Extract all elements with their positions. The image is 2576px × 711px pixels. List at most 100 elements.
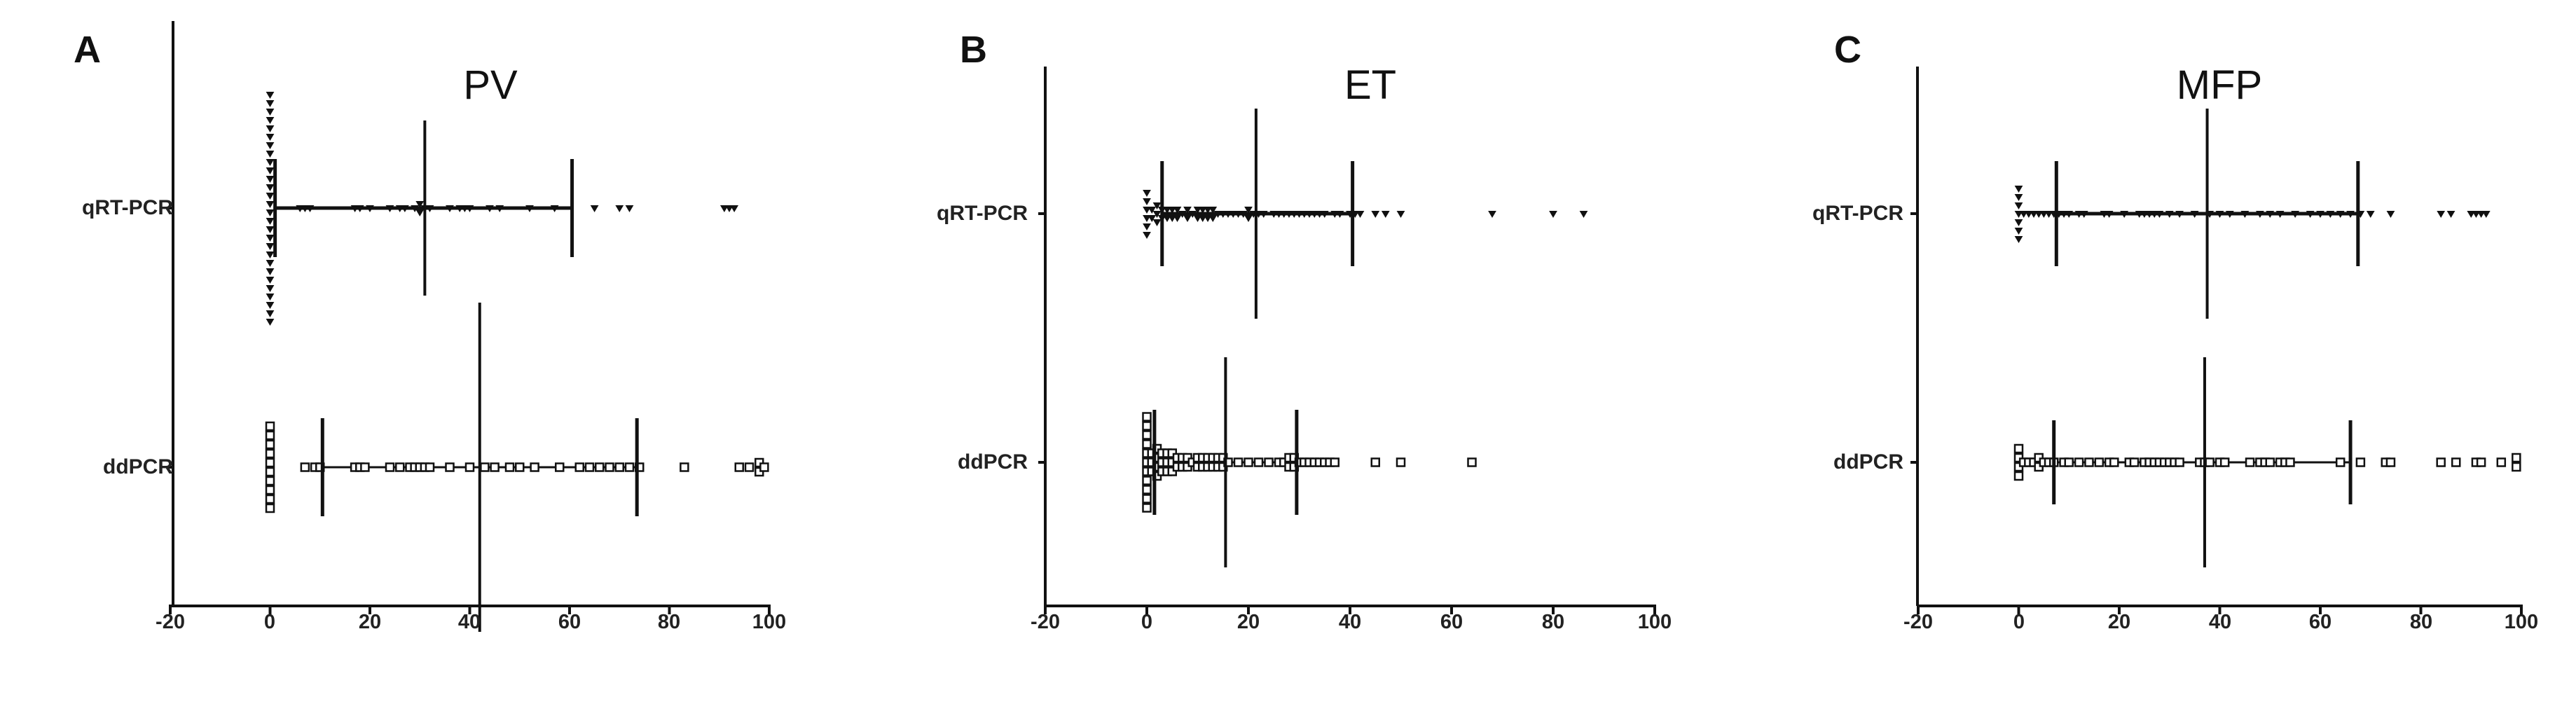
data-point xyxy=(574,462,584,472)
x-tick-label: 80 xyxy=(657,611,681,633)
data-point xyxy=(1142,476,1152,485)
data-point xyxy=(266,294,275,301)
data-point xyxy=(2451,457,2461,467)
data-point xyxy=(2467,211,2476,218)
data-point xyxy=(2346,211,2355,218)
data-point xyxy=(2039,211,2048,218)
data-point xyxy=(1239,211,1248,218)
data-point xyxy=(1178,211,1187,218)
category-label-a-qrtpcr: qRT-PCR xyxy=(82,196,173,219)
data-point xyxy=(2472,211,2481,218)
data-point xyxy=(2205,457,2215,467)
data-point xyxy=(266,310,275,317)
data-point xyxy=(725,205,733,212)
chart-title-a: PV xyxy=(463,62,518,108)
x-tick-label: 20 xyxy=(2107,611,2131,633)
data-point xyxy=(2044,211,2053,218)
data-point xyxy=(555,462,565,472)
data-point xyxy=(265,476,275,486)
data-point xyxy=(2030,211,2038,218)
data-point xyxy=(265,448,275,459)
data-point xyxy=(2014,211,2023,218)
data-point xyxy=(1234,211,1243,218)
data-point xyxy=(415,209,425,216)
data-point xyxy=(2013,471,2024,481)
data-point xyxy=(1381,211,1390,218)
data-point xyxy=(266,193,275,200)
data-point xyxy=(385,462,395,472)
x-tick-label: 40 xyxy=(2208,611,2232,633)
data-point xyxy=(300,462,310,472)
data-point xyxy=(266,218,275,225)
x-tick-label: 20 xyxy=(1237,611,1260,633)
data-point xyxy=(490,462,500,472)
data-point xyxy=(1148,207,1157,214)
data-point xyxy=(2100,211,2109,218)
data-point xyxy=(1213,211,1222,218)
data-point xyxy=(1224,211,1232,218)
data-point xyxy=(2079,211,2088,218)
data-point xyxy=(1330,211,1339,218)
x-tick-label: 60 xyxy=(1440,611,1463,633)
data-point xyxy=(266,235,275,242)
data-point xyxy=(1204,215,1212,222)
data-point xyxy=(1467,457,1477,467)
data-point xyxy=(495,205,504,212)
data-point xyxy=(265,430,275,441)
data-point xyxy=(266,109,275,116)
data-point xyxy=(2481,211,2491,218)
data-point xyxy=(2316,211,2324,218)
data-point xyxy=(266,243,275,250)
plot-c xyxy=(1910,67,2523,614)
data-point xyxy=(2285,457,2295,467)
data-point xyxy=(615,205,624,212)
panel-letter-b: B xyxy=(960,29,987,71)
data-point xyxy=(1279,211,1288,218)
data-point xyxy=(2219,457,2230,467)
data-point xyxy=(266,251,275,258)
data-point xyxy=(1198,215,1207,222)
data-point xyxy=(1244,215,1253,222)
data-point xyxy=(1143,232,1151,239)
data-point xyxy=(2120,211,2129,218)
data-point xyxy=(266,226,275,233)
data-point xyxy=(2215,211,2224,218)
data-point xyxy=(1163,215,1171,222)
x-tick-label: -20 xyxy=(156,611,185,633)
data-point xyxy=(1152,219,1162,226)
data-point xyxy=(2140,211,2149,218)
data-point xyxy=(730,205,739,212)
data-point xyxy=(2064,457,2074,467)
data-point xyxy=(1579,211,1588,218)
category-label-c-qrtpcr: qRT-PCR xyxy=(1812,202,1903,225)
data-point xyxy=(734,462,744,472)
data-point xyxy=(2446,211,2456,218)
data-point xyxy=(1549,211,1557,218)
data-point xyxy=(504,462,515,472)
x-tick-label: 80 xyxy=(1541,611,1565,633)
data-point xyxy=(2355,457,2366,467)
data-point xyxy=(411,205,419,212)
data-point xyxy=(265,485,275,495)
data-point xyxy=(1173,215,1182,222)
data-point xyxy=(445,462,455,472)
data-point xyxy=(350,205,359,212)
data-point xyxy=(265,421,275,432)
data-point xyxy=(2476,457,2486,467)
data-point xyxy=(2074,211,2083,218)
data-point xyxy=(1396,457,1406,467)
data-point xyxy=(2165,211,2174,218)
data-point xyxy=(525,205,534,212)
data-point xyxy=(2245,457,2255,467)
data-point xyxy=(1300,211,1309,218)
data-point xyxy=(1356,211,1365,218)
data-point xyxy=(2326,211,2335,218)
data-point xyxy=(1142,439,1152,449)
data-point xyxy=(265,467,275,477)
data-point xyxy=(2437,211,2446,218)
x-tick-label: -20 xyxy=(1903,611,1933,633)
data-point xyxy=(614,462,624,472)
data-point xyxy=(265,494,275,504)
data-point xyxy=(680,462,689,472)
data-point xyxy=(1371,211,1380,218)
